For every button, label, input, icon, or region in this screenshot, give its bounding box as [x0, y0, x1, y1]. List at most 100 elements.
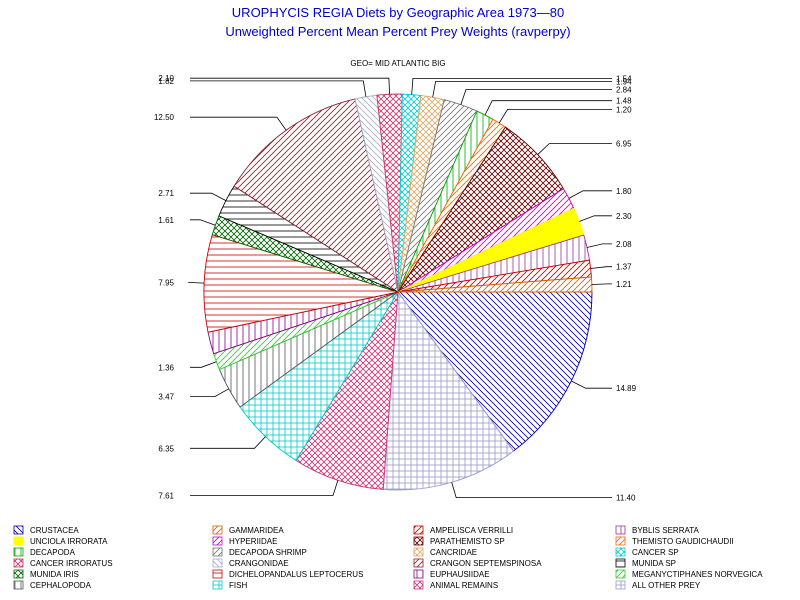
legend-item-munida-sp: MUNIDA SP [615, 558, 676, 568]
legend-swatch [212, 536, 223, 546]
legend-label: CEPHALOPODA [30, 581, 92, 590]
slice-gammaridea [397, 276, 593, 293]
leader-cancridae [432, 81, 612, 98]
legend-swatch [615, 558, 626, 568]
value-label-parathemisto-sp: 6.95 [616, 140, 632, 149]
legend-label: CANCRIDAE [430, 548, 477, 557]
leader-fish [190, 436, 266, 449]
legend-swatch [615, 525, 626, 535]
legend-label: ALL OTHER PREY [632, 581, 701, 590]
pie-slices [203, 93, 593, 491]
legend-item-cancer-irroratus: CANCER IRRORATUS [13, 558, 113, 568]
legend-item-all-other-prey: ALL OTHER PREY [615, 580, 701, 590]
legend-swatch [13, 569, 24, 579]
legend-label: PARATHEMISTO SP [430, 537, 505, 546]
legend-item-decapoda-shrimp: DECAPODA SHRIMP [212, 547, 307, 557]
legend-label: CANCER SP [632, 548, 679, 557]
legend-label: FISH [229, 581, 247, 590]
legend-item-byblis-serrata: BYBLIS SERRATA [615, 525, 700, 535]
value-label-decapoda: 1.48 [616, 97, 632, 106]
legend-item-cancer-sp: CANCER SP [615, 547, 679, 557]
legend-swatch [13, 558, 24, 568]
leader-byblis-serrata [586, 243, 612, 248]
value-label-munida-iris: 1.61 [158, 216, 174, 225]
legend-item-animal-remains: ANIMAL REMAINS [413, 580, 498, 590]
legend-label: EUPHAUSIIDAE [430, 570, 490, 579]
value-label-cancridae: 1.94 [616, 77, 632, 86]
leader-decapoda [484, 100, 612, 116]
value-label-crangonidae: 1.82 [158, 77, 174, 86]
legend-swatch [13, 536, 24, 546]
legend-label: DICHELOPANDALUS LEPTOCERUS [229, 570, 363, 579]
legend-swatch [212, 547, 223, 557]
legend-item-munida-iris: MUNIDA IRIS [13, 569, 79, 579]
value-label-themisto-gaudichaudii: 1.20 [616, 105, 632, 114]
legend-item-cephalopoda: CEPHALOPODA [13, 580, 92, 590]
legend-item-cancridae: CANCRIDAE [413, 547, 477, 557]
legend-label: CRANGON SEPTEMSPINOSA [430, 559, 542, 568]
slice-dichelopandalus-leptocerus [203, 234, 400, 333]
leader-gammaridea [591, 283, 612, 285]
slice-all-other-prey [382, 290, 515, 491]
legend-label: AMPELISCA VERRILLI [430, 526, 513, 535]
legend-item-parathemisto-sp: PARATHEMISTO SP [413, 536, 505, 546]
leader-dichelopandalus-leptocerus [188, 281, 205, 284]
legend-label: GAMMARIDEA [229, 526, 284, 535]
value-labels: 14.89 11.40 7.61 6.35 3.47 1.36 7.95 1.61 2.71 12… [154, 74, 637, 502]
legend-label: MUNIDA SP [632, 559, 676, 568]
value-label-ampelisca-verrilli: 1.37 [616, 263, 632, 272]
value-label-gammaridea: 1.21 [616, 280, 632, 289]
legend-label: MUNIDA IRIS [30, 570, 79, 579]
legend-item-decapoda: DECAPODA [13, 547, 76, 557]
leader-munida-sp [190, 192, 227, 201]
legend-label: CRANGONIDAE [229, 559, 289, 568]
legend: CRUSTACEA GAMMARIDEA AMPELISCA VERRILLI BYB… [13, 525, 763, 590]
value-label-munida-sp: 2.71 [158, 189, 174, 198]
chart-title: UROPHYCIS REGIA Diets by Geographic Area… [232, 5, 564, 20]
value-label-animal-remains: 7.61 [158, 491, 174, 500]
legend-item-fish: FISH [212, 580, 247, 590]
legend-swatch [615, 580, 626, 590]
leader-cephalopoda [190, 388, 229, 398]
legend-swatch [413, 558, 424, 568]
slice-crustacea [397, 291, 593, 452]
value-label-cephalopoda: 3.47 [158, 393, 174, 402]
legend-swatch [13, 547, 24, 557]
value-label-cancer-sp: 1.54 [616, 75, 632, 84]
value-label-byblis-serrata: 2.08 [616, 240, 632, 249]
leader-ampelisca-verrilli [590, 266, 612, 269]
legend-label: CANCER IRRORATUS [30, 559, 113, 568]
legend-label: UNCIOLA IRRORATA [30, 537, 108, 546]
legend-label: BYBLIS SERRATA [632, 526, 700, 535]
legend-swatch [413, 580, 424, 590]
legend-item-crangonidae: CRANGONIDAE [212, 558, 289, 568]
leader-meganyctiphanes-norvegica [190, 361, 217, 368]
value-label-all-other-prey: 11.40 [616, 494, 636, 503]
legend-swatch [212, 525, 223, 535]
leader-crangon-septemspinosa [190, 116, 287, 131]
value-label-unciola-irrorata: 2.30 [616, 212, 632, 221]
legend-label: CRUSTACEA [30, 526, 79, 535]
legend-swatch [413, 547, 424, 557]
value-label-meganyctiphanes-norvegica: 1.36 [158, 363, 174, 372]
slice-crangon-septemspinosa [233, 98, 399, 293]
legend-label: THEMISTO GAUDICHAUDII [632, 537, 734, 546]
leader-animal-remains [190, 480, 339, 496]
legend-item-dichelopandalus-leptocerus: DICHELOPANDALUS LEPTOCERUS [212, 569, 363, 579]
legend-item-unciola-irrorata: UNCIOLA IRRORATA [13, 536, 108, 546]
legend-swatch [615, 569, 626, 579]
value-label-decapoda-shrimp: 2.84 [616, 86, 632, 95]
legend-swatch [413, 525, 424, 535]
legend-item-meganyctiphanes-norvegica: MEGANYCTIPHANES NORVEGICA [615, 569, 763, 579]
legend-swatch [615, 547, 626, 557]
slice-animal-remains [295, 291, 399, 490]
legend-item-crustacea: CRUSTACEA [13, 525, 79, 535]
legend-swatch [13, 525, 24, 535]
leader-themisto-gaudichaudii [498, 109, 612, 124]
legend-label: MEGANYCTIPHANES NORVEGICA [632, 570, 763, 579]
legend-item-euphausiidae: EUPHAUSIIDAE [413, 569, 490, 579]
value-label-fish: 6.35 [158, 444, 174, 453]
legend-item-crangon-septemspinosa: CRANGON SEPTEMSPINOSA [413, 558, 542, 568]
value-label-cancer-irroratus: 2.10 [158, 74, 174, 83]
